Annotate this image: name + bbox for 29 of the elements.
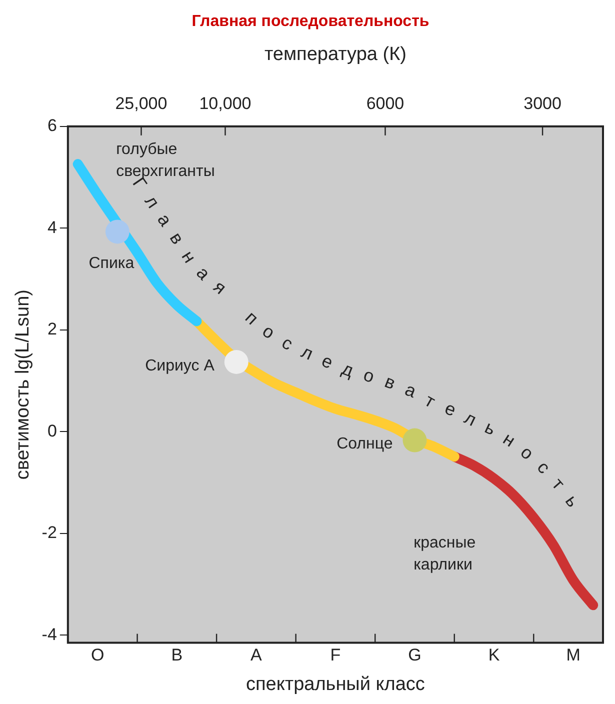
point <box>105 220 130 244</box>
annotation: красные карлики <box>414 534 476 574</box>
text: 10,000 <box>199 94 252 114</box>
x-tick-label: G <box>408 646 422 665</box>
y-tick-label: -4 <box>42 624 57 644</box>
text: 3000 <box>524 94 562 114</box>
point <box>402 428 427 452</box>
series-label: Солнце <box>336 436 393 453</box>
x-tick-label: F <box>330 646 341 665</box>
point <box>224 350 248 374</box>
y-tick-label: 2 <box>47 320 57 339</box>
y-tick-label: 0 <box>47 421 57 440</box>
annotation: голубые сверхгиганты <box>116 141 215 180</box>
series-label: Сириус А <box>145 357 215 374</box>
x-tick-label: A <box>250 646 263 665</box>
x-axis-title: спектральный класс <box>246 674 425 695</box>
chart-title: Главная последовательность <box>192 13 430 30</box>
series-label: Спика <box>88 255 134 272</box>
x-tick-label: M <box>566 646 580 665</box>
x-tick-label: B <box>171 646 183 665</box>
y-tick-label: -2 <box>42 523 57 542</box>
y-tick-label: 4 <box>47 218 57 237</box>
text: 6000 <box>366 94 404 114</box>
x-tick-label: K <box>488 646 500 665</box>
text: 25,000 <box>115 94 168 114</box>
y-axis-title: светимость lg(L/Lsun) <box>12 290 34 480</box>
x2-axis-title: температура (К) <box>264 44 406 65</box>
x-tick-label: O <box>91 646 104 665</box>
y-tick-label: 6 <box>47 116 57 136</box>
